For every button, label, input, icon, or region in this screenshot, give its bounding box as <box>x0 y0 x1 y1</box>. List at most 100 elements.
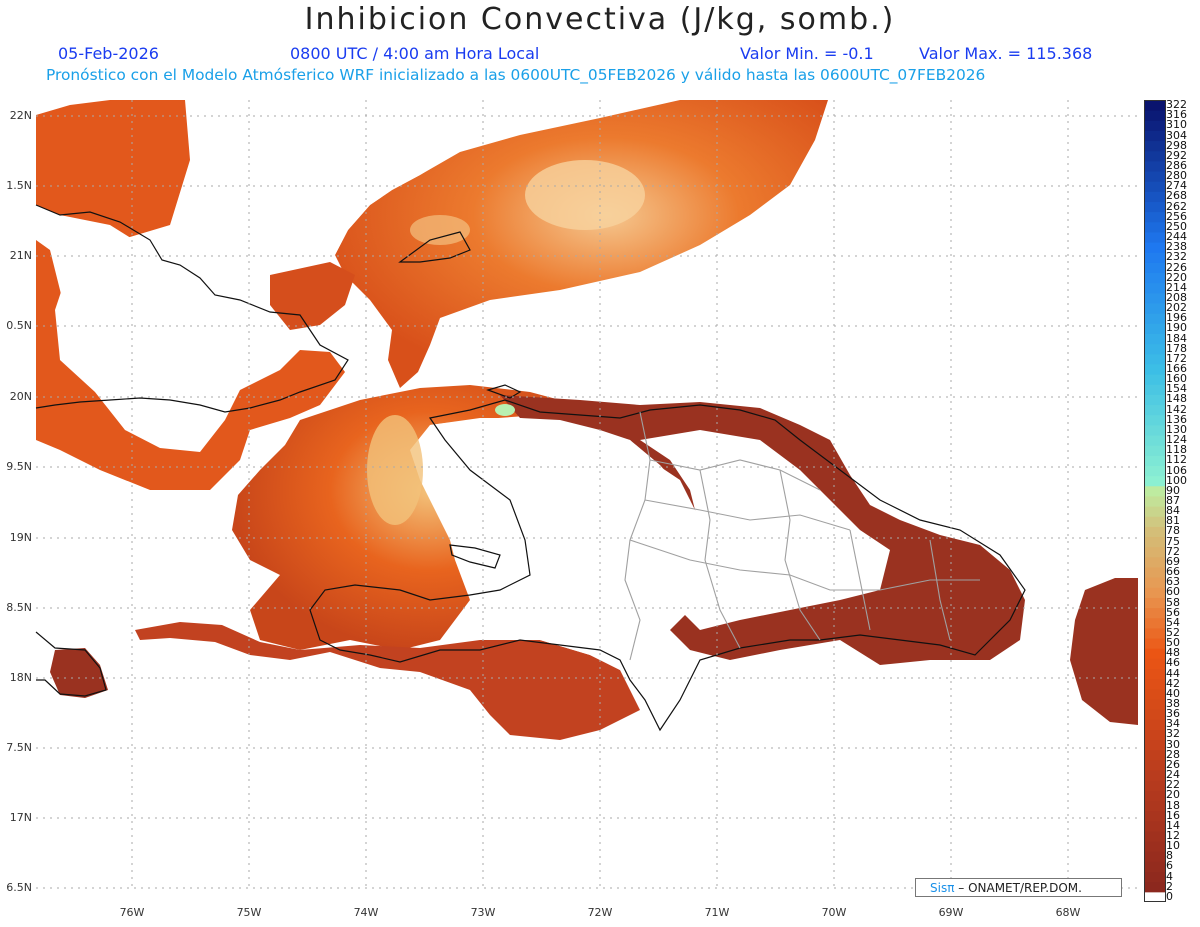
colorbar-swatch <box>1144 231 1166 243</box>
lat-label: 17N <box>9 811 32 824</box>
colorbar-label: 214 <box>1166 280 1187 294</box>
lat-label: 0.5N <box>6 319 32 332</box>
lon-label: 72W <box>587 906 613 919</box>
colorbar-swatch <box>1144 729 1166 741</box>
cin-highlight-3 <box>367 415 423 525</box>
colorbar-swatch <box>1144 841 1166 852</box>
colorbar-label: 30 <box>1166 737 1180 751</box>
lat-label: 1.5N <box>6 179 32 192</box>
colorbar-label: 63 <box>1166 575 1180 589</box>
colorbar-swatch <box>1144 820 1166 832</box>
cin-highlight-4 <box>495 404 515 416</box>
cin-highlight-1 <box>525 160 645 230</box>
colorbar-swatch <box>1144 455 1166 466</box>
map-title: Inhibicion Convectiva (J/kg, somb.) <box>304 2 896 37</box>
blank-bahamas-gap <box>190 100 460 270</box>
colorbar-swatch <box>1144 150 1166 162</box>
colorbar-label: 24 <box>1166 768 1180 782</box>
colorbar-label: 56 <box>1166 605 1180 619</box>
colorbar-swatch <box>1144 282 1166 294</box>
colorbar-swatch <box>1144 587 1166 598</box>
value-min: Valor Min. = -0.1 <box>740 44 874 63</box>
colorbar-label: 136 <box>1166 412 1187 426</box>
colorbar-label: 310 <box>1166 118 1187 132</box>
colorbar-label: 124 <box>1166 433 1187 447</box>
colorbar-label: 286 <box>1166 158 1187 172</box>
colorbar-label: 40 <box>1166 686 1180 700</box>
colorbar-swatch <box>1144 252 1166 263</box>
colorbar-swatch <box>1144 678 1166 690</box>
colorbar-label: 220 <box>1166 270 1187 284</box>
lon-label: 68W <box>1055 906 1081 919</box>
cin-area-north <box>335 100 828 388</box>
colorbar-label: 292 <box>1166 148 1187 162</box>
colorbar-swatch <box>1144 343 1166 355</box>
colorbar-label: 66 <box>1166 565 1180 579</box>
colorbar-label: 36 <box>1166 707 1180 721</box>
colorbar-label: 34 <box>1166 717 1180 731</box>
colorbar-swatch <box>1144 577 1166 588</box>
coast-jamaica <box>35 631 107 697</box>
colorbar-label: 166 <box>1166 362 1187 376</box>
colorbar-label: 322 <box>1166 98 1187 112</box>
colorbar-label: 16 <box>1166 808 1180 822</box>
blank-land-cuba <box>36 205 260 420</box>
lat-label: 20N <box>9 390 32 403</box>
colorbar-label: 154 <box>1166 382 1187 396</box>
coast-hispaniola <box>309 399 1026 732</box>
lon-label: 75W <box>236 906 262 919</box>
colorbar-label: 8 <box>1166 849 1173 863</box>
forecast-time: 0800 UTC / 4:00 am Hora Local <box>290 44 540 63</box>
lat-label: 9.5N <box>6 460 32 473</box>
province-boundaries <box>624 411 980 661</box>
colorbar-swatch <box>1144 475 1166 487</box>
cin-area-west <box>36 100 345 490</box>
colorbar-swatch <box>1144 719 1166 730</box>
lon-label: 69W <box>938 906 964 919</box>
colorbar-swatch <box>1144 790 1166 801</box>
cin-area-east <box>1070 578 1138 725</box>
colorbar-swatch <box>1144 374 1166 385</box>
colorbar-label: 28 <box>1166 747 1180 761</box>
colorbar-label: 44 <box>1166 666 1180 680</box>
colorbar-swatch <box>1144 749 1166 761</box>
colorbar-label: 6 <box>1166 859 1173 873</box>
cin-area-south <box>135 622 640 740</box>
colorbar-swatch <box>1144 526 1166 538</box>
colorbar-swatch <box>1144 485 1166 497</box>
colorbar-swatch <box>1144 739 1166 751</box>
colorbar-swatch <box>1144 536 1166 548</box>
colorbar-swatch <box>1144 242 1166 253</box>
colorbar-swatch <box>1144 292 1166 304</box>
colorbar-label: 22 <box>1166 778 1180 792</box>
colorbar-swatch <box>1144 333 1166 345</box>
colorbar-label: 54 <box>1166 615 1180 629</box>
forecast-info: Pronóstico con el Modelo Atmósferico WRF… <box>46 66 986 84</box>
colorbar-label: 10 <box>1166 839 1180 853</box>
cin-area-cuba-east <box>270 262 355 330</box>
colorbar-swatch <box>1144 445 1166 456</box>
credit-brand: Sisπ <box>930 881 955 895</box>
colorbar-swatch <box>1144 130 1166 142</box>
colorbar-label: 78 <box>1166 524 1180 538</box>
coast-tci <box>398 231 471 263</box>
colorbar-label: 46 <box>1166 656 1180 670</box>
colorbar-label: 50 <box>1166 636 1180 650</box>
lon-label: 70W <box>821 906 847 919</box>
colorbar-label: 48 <box>1166 646 1180 660</box>
colorbar-swatch <box>1144 404 1166 416</box>
colorbar-swatch <box>1144 638 1166 649</box>
colorbar-label: 160 <box>1166 372 1187 386</box>
colorbar <box>1144 100 1166 902</box>
colorbar-swatch <box>1144 100 1166 111</box>
colorbar-label: 69 <box>1166 554 1180 568</box>
colorbar-label: 304 <box>1166 128 1187 142</box>
colorbar-swatch <box>1144 495 1166 507</box>
colorbar-label: 2 <box>1166 879 1173 893</box>
colorbar-label: 238 <box>1166 240 1187 254</box>
colorbar-swatch <box>1144 881 1166 893</box>
colorbar-label: 268 <box>1166 189 1187 203</box>
forecast-date: 05-Feb-2026 <box>58 44 159 63</box>
colorbar-swatch <box>1144 363 1166 375</box>
